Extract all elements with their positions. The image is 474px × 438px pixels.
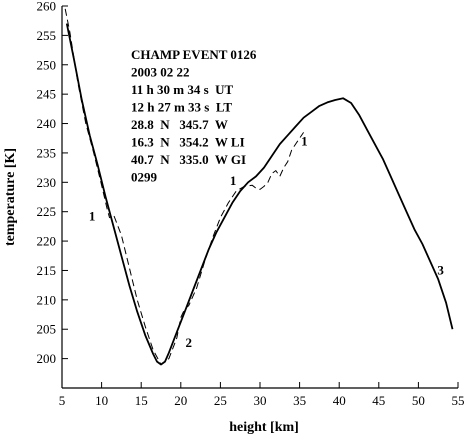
x-tick-label: 5 <box>59 393 66 408</box>
x-tick-label: 35 <box>293 393 306 408</box>
event-info-line: 40.7 N 335.0 W GI <box>131 152 246 167</box>
curve-label: 2 <box>185 335 192 350</box>
curve-labels: 1 1 1 2 3 <box>89 133 444 350</box>
event-info-line: 28.8 N 345.7 W <box>131 117 228 132</box>
y-tick-label: 230 <box>37 175 57 190</box>
y-tick-label: 250 <box>37 57 57 72</box>
y-axis-ticks: 200 205 210 215 220 225 230 235 240 245 250 255 260 <box>37 0 68 366</box>
y-tick-label: 225 <box>37 204 57 219</box>
x-tick-label: 40 <box>333 393 346 408</box>
y-tick-label: 260 <box>37 0 57 14</box>
y-tick-label: 205 <box>37 322 57 337</box>
x-axis-title: height [km] <box>229 420 299 435</box>
curve-label: 1 <box>301 133 308 148</box>
y-tick-label: 200 <box>37 351 57 366</box>
curve-label: 1 <box>89 209 96 224</box>
event-info-line: 2003 02 22 <box>131 65 190 80</box>
y-tick-label: 245 <box>37 87 57 102</box>
x-tick-label: 55 <box>452 393 465 408</box>
x-tick-label: 15 <box>135 393 148 408</box>
event-info-line: 12 h 27 m 33 s LT <box>131 100 232 115</box>
y-tick-label: 255 <box>37 28 57 43</box>
y-tick-label: 215 <box>37 263 57 278</box>
x-tick-label: 50 <box>412 393 425 408</box>
curve-label: 3 <box>437 263 444 278</box>
dashed-profile-line <box>64 8 305 365</box>
series-layer <box>64 8 454 366</box>
event-info-line: 11 h 30 m 34 s UT <box>131 82 234 97</box>
event-info-line: 0299 <box>131 170 158 185</box>
x-tick-label: 30 <box>254 393 267 408</box>
x-tick-label: 45 <box>372 393 385 408</box>
y-tick-label: 220 <box>37 234 57 249</box>
event-info-line: 16.3 N 354.2 W LI <box>131 135 245 150</box>
curve-label: 1 <box>230 173 237 188</box>
y-axis-title: temperature [K] <box>3 148 18 246</box>
x-tick-label: 25 <box>214 393 227 408</box>
y-tick-label: 210 <box>37 292 57 307</box>
y-tick-label: 240 <box>37 116 57 131</box>
y-tick-label: 235 <box>37 145 57 160</box>
event-info-annotation: CHAMP EVENT 0126 2003 02 22 11 h 30 m 34 s… <box>131 47 257 185</box>
x-tick-label: 20 <box>174 393 187 408</box>
solid-profile-line <box>65 23 454 366</box>
x-axis-ticks: 5 10 15 20 25 30 35 40 45 50 55 <box>59 382 465 408</box>
x-tick-label: 10 <box>95 393 108 408</box>
event-info-line: CHAMP EVENT 0126 <box>131 47 257 62</box>
plot-frame <box>61 6 458 389</box>
